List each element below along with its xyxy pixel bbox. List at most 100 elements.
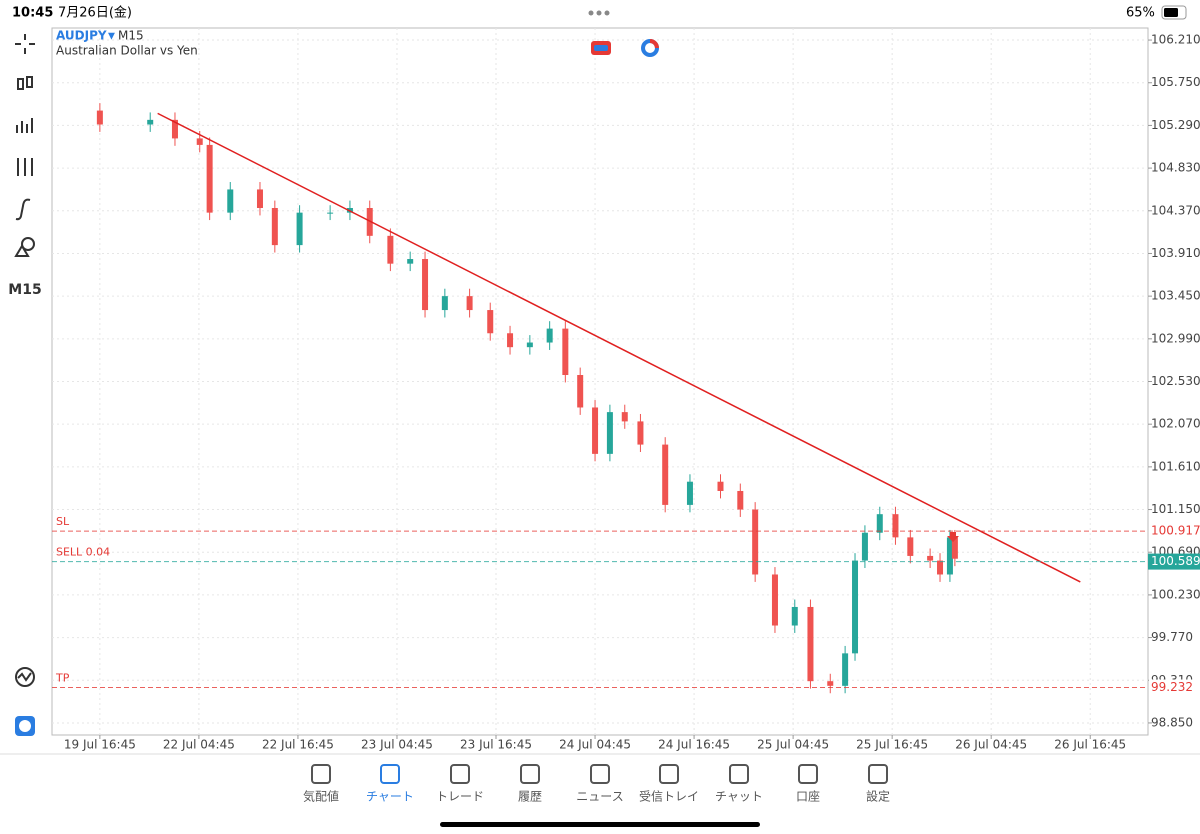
x-tick-label: 26 Jul 04:45 bbox=[955, 738, 1027, 752]
volume-tool[interactable] bbox=[16, 118, 33, 133]
price-tag-label: 100.917 bbox=[1151, 524, 1200, 538]
trend-line bbox=[157, 112, 1081, 583]
candle-body bbox=[662, 444, 669, 505]
symbol-dropdown[interactable]: ▼ bbox=[108, 32, 115, 42]
y-tick-label: 101.610 bbox=[1151, 459, 1200, 473]
candle-body bbox=[852, 560, 859, 654]
candle-body bbox=[621, 412, 628, 422]
candle-body bbox=[951, 537, 958, 559]
candle-body bbox=[606, 412, 613, 454]
crosshair-tool[interactable] bbox=[15, 34, 35, 54]
one-click-trading-inner bbox=[594, 45, 608, 51]
candle-body bbox=[147, 119, 154, 125]
candle-body bbox=[907, 537, 914, 556]
price-tag bbox=[1149, 679, 1200, 696]
nav-label[interactable]: 履歴 bbox=[518, 790, 542, 804]
y-tick-label: 102.530 bbox=[1151, 374, 1200, 388]
analytics-tool[interactable] bbox=[15, 667, 35, 687]
y-tick-label: 105.290 bbox=[1151, 118, 1200, 132]
chart-timeframe: M15 bbox=[118, 29, 144, 43]
indicators-tool[interactable] bbox=[17, 158, 33, 176]
more-dots[interactable] bbox=[588, 10, 610, 16]
candle-body bbox=[327, 212, 334, 214]
symbol-description: Australian Dollar vs Yen bbox=[56, 44, 198, 58]
candle-body bbox=[441, 296, 448, 311]
candle-body bbox=[387, 235, 394, 264]
candle-body bbox=[577, 375, 584, 408]
timeframe-button[interactable]: M15 bbox=[8, 282, 41, 298]
x-tick-label: 22 Jul 16:45 bbox=[262, 738, 334, 752]
candle-body bbox=[737, 490, 744, 510]
nav-icon[interactable] bbox=[729, 764, 749, 784]
candle-body bbox=[752, 509, 759, 575]
status-date: 7月26日(金) bbox=[58, 5, 132, 21]
price-tag-label: 100.589 bbox=[1151, 554, 1200, 568]
level-label: SL bbox=[56, 515, 70, 528]
candle-body bbox=[466, 296, 473, 311]
level-label: TP bbox=[55, 671, 70, 684]
battery-level: 65% bbox=[1126, 6, 1155, 21]
nav-label[interactable]: チャット bbox=[715, 790, 763, 804]
nav-icon[interactable] bbox=[659, 764, 679, 784]
nav-icon[interactable] bbox=[380, 764, 400, 784]
candle-body bbox=[407, 259, 414, 264]
x-tick-label: 23 Jul 04:45 bbox=[361, 738, 433, 752]
nav-icon[interactable] bbox=[590, 764, 610, 784]
nav-label[interactable]: 受信トレイ bbox=[639, 790, 699, 804]
nav-label[interactable]: チャート bbox=[366, 790, 414, 804]
nav-label[interactable]: 口座 bbox=[796, 789, 820, 804]
candle-body bbox=[937, 560, 944, 575]
y-tick-label: 101.150 bbox=[1151, 502, 1200, 516]
candle-body bbox=[526, 342, 533, 348]
x-tick-label: 24 Jul 04:45 bbox=[559, 738, 631, 752]
x-tick-label: 23 Jul 16:45 bbox=[460, 738, 532, 752]
x-tick-label: 24 Jul 16:45 bbox=[658, 738, 730, 752]
candle-body bbox=[227, 189, 234, 213]
objects-tool[interactable] bbox=[14, 237, 35, 257]
nav-icon[interactable] bbox=[798, 764, 818, 784]
candle-body bbox=[771, 574, 778, 626]
nav-label[interactable]: トレード bbox=[436, 790, 484, 804]
nav-icon[interactable] bbox=[520, 764, 540, 784]
battery-icon bbox=[1161, 5, 1187, 20]
nav-label[interactable]: 設定 bbox=[866, 789, 890, 804]
trade-button-icon bbox=[19, 720, 31, 732]
candle-body bbox=[562, 328, 569, 376]
function-tool[interactable] bbox=[15, 198, 31, 221]
candle-body bbox=[842, 653, 849, 686]
battery-fill bbox=[1164, 8, 1178, 17]
price-tag bbox=[1149, 523, 1200, 540]
nav-label[interactable]: ニュース bbox=[576, 790, 623, 804]
y-tick-label: 105.750 bbox=[1151, 75, 1200, 89]
candle-body bbox=[927, 555, 934, 561]
candle-body bbox=[271, 207, 278, 246]
candle-body bbox=[807, 606, 814, 682]
level-label: SELL 0.04 bbox=[56, 546, 110, 559]
x-tick-label: 26 Jul 16:45 bbox=[1054, 738, 1126, 752]
nav-icon[interactable] bbox=[868, 764, 888, 784]
candle-body bbox=[422, 259, 429, 311]
candle-body bbox=[717, 481, 724, 491]
y-tick-label: 104.830 bbox=[1151, 161, 1200, 175]
candle-body bbox=[171, 119, 178, 139]
sell-arrow bbox=[947, 532, 959, 542]
nav-label[interactable]: 気配値 bbox=[303, 789, 339, 804]
candle-body bbox=[791, 606, 798, 626]
y-tick-label: 102.990 bbox=[1151, 331, 1200, 345]
x-tick-label: 25 Jul 04:45 bbox=[757, 738, 829, 752]
home-indicator bbox=[440, 822, 760, 827]
status-time: 10:45 bbox=[12, 6, 53, 21]
y-tick-label: 102.070 bbox=[1151, 417, 1200, 431]
candle-body bbox=[96, 110, 103, 125]
chart-type-tool[interactable] bbox=[17, 76, 33, 90]
y-tick-label: 100.230 bbox=[1151, 587, 1200, 601]
candle-body bbox=[507, 333, 514, 348]
candle-body bbox=[487, 310, 494, 334]
symbol-name[interactable]: AUDJPY bbox=[56, 29, 107, 43]
price-tag-label: 99.232 bbox=[1151, 680, 1193, 694]
nav-icon[interactable] bbox=[450, 764, 470, 784]
y-tick-label: 103.450 bbox=[1151, 289, 1200, 303]
candle-body bbox=[861, 532, 868, 561]
nav-icon[interactable] bbox=[311, 764, 331, 784]
